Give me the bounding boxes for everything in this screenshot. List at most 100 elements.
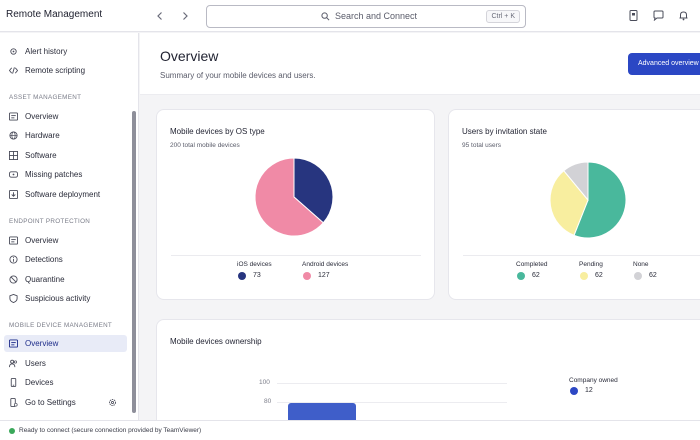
info-icon xyxy=(9,255,18,264)
sidebar-item-label: Missing patches xyxy=(25,170,83,179)
bar-company-owned xyxy=(288,403,356,420)
sidebar-item-missing-patches[interactable]: Missing patches xyxy=(4,166,127,183)
sidebar-item-label: Remote scripting xyxy=(25,66,86,75)
sidebar-item-quarantine[interactable]: Quarantine xyxy=(4,271,127,288)
legend-value-completed: 62 xyxy=(532,272,540,279)
pie-slice-android xyxy=(254,157,324,237)
sidebar-item-label: Quarantine xyxy=(25,275,65,284)
section-mobile-device-management: MOBILE DEVICE MANAGEMENT xyxy=(9,322,113,329)
sidebar-item-label: Overview xyxy=(25,112,59,121)
search-icon xyxy=(321,12,330,21)
advanced-overview-button[interactable]: Advanced overview xyxy=(628,53,700,75)
sidebar-item-go-to-settings[interactable]: Go to Settings xyxy=(4,394,127,411)
y-tick: 80 xyxy=(264,398,272,405)
pie-slice-none xyxy=(563,161,589,202)
sidebar-item-detections[interactable]: Detections xyxy=(4,251,127,268)
legend-dot-company-owned xyxy=(570,387,578,395)
sidebar-item-label: Detections xyxy=(25,255,63,264)
sidebar-item-devices[interactable]: Devices xyxy=(4,374,127,391)
sidebar-item-suspicious-activity[interactable]: Suspicious activity xyxy=(4,290,127,307)
overview-icon xyxy=(9,112,18,121)
phone-icon xyxy=(10,378,17,387)
gear-icon xyxy=(10,48,17,55)
page-header: Overview Summary of your mobile devices … xyxy=(140,33,700,95)
sidebar-item-label: Overview xyxy=(25,236,59,245)
card-title: Mobile devices by OS type xyxy=(170,127,265,136)
overview-icon xyxy=(9,236,18,245)
search-placeholder: Search and Connect xyxy=(335,11,418,21)
back-button[interactable] xyxy=(152,8,168,24)
sidebar-item-label: Alert history xyxy=(25,47,68,56)
legend-divider xyxy=(171,255,421,256)
os-pie-chart xyxy=(254,157,334,237)
card-subtitle: 95 total users xyxy=(462,142,502,149)
grid-icon xyxy=(9,151,18,160)
legend-value-android: 127 xyxy=(318,272,330,279)
legend-dot-android xyxy=(303,272,311,280)
card-os-type: Mobile devices by OS type 200 total mobi… xyxy=(156,109,435,300)
settings-phone-icon xyxy=(10,398,18,407)
connection-status-dot xyxy=(9,428,15,434)
legend-label-completed: Completed xyxy=(516,261,548,268)
status-text: Ready to connect (secure connection prov… xyxy=(19,427,202,434)
section-endpoint-protection: ENDPOINT PROTECTION xyxy=(9,218,91,225)
sidebar-item-label: Hardware xyxy=(25,131,60,140)
gridline xyxy=(277,383,507,384)
chat-icon[interactable] xyxy=(653,10,664,21)
patch-icon xyxy=(9,171,18,178)
legend-value-ios: 73 xyxy=(253,272,261,279)
legend-value-none: 62 xyxy=(649,272,657,279)
globe-icon xyxy=(9,131,18,140)
legend-label-pending: Pending xyxy=(579,261,603,268)
pie-slice-pending xyxy=(549,170,589,236)
gridline xyxy=(277,402,507,403)
search-shortcut: Ctrl + K xyxy=(486,10,520,23)
card-subtitle: 200 total mobile devices xyxy=(170,142,240,149)
card-invitation-state: Users by invitation state 95 total users… xyxy=(448,109,700,300)
sidebar-item-alert-history[interactable]: Alert history xyxy=(4,43,127,60)
sidebar-item-asset-overview[interactable]: Overview xyxy=(4,108,127,125)
top-bar: Remote Management Search and Connect Ctr… xyxy=(0,0,700,32)
sidebar-item-label: Overview xyxy=(25,339,59,348)
legend-label-company-owned: Company owned xyxy=(569,377,618,384)
sidebar-item-software-deployment[interactable]: Software deployment xyxy=(4,186,127,203)
device-icon[interactable] xyxy=(628,10,639,21)
y-tick: 100 xyxy=(259,379,270,386)
sidebar-item-label: Software deployment xyxy=(25,190,101,199)
code-icon xyxy=(9,67,18,74)
forward-button[interactable] xyxy=(177,8,193,24)
settings-gear-icon xyxy=(109,399,116,406)
status-bar: Ready to connect (secure connection prov… xyxy=(0,420,700,440)
quarantine-icon xyxy=(9,275,18,284)
chevron-left-icon xyxy=(157,12,162,20)
bell-icon[interactable] xyxy=(678,10,689,21)
legend-divider xyxy=(463,255,700,256)
users-icon xyxy=(9,359,18,368)
sidebar-item-endpoint-overview[interactable]: Overview xyxy=(4,232,127,249)
sidebar-item-mdm-overview[interactable]: Overview xyxy=(4,335,127,352)
invitation-pie-chart xyxy=(549,161,627,239)
sidebar-item-remote-scripting[interactable]: Remote scripting xyxy=(4,62,127,79)
sidebar-scrollbar[interactable] xyxy=(132,111,136,413)
sidebar-item-users[interactable]: Users xyxy=(4,355,127,372)
card-title: Users by invitation state xyxy=(462,127,547,136)
section-asset-management: ASSET MANAGEMENT xyxy=(9,94,82,101)
legend-dot-ios xyxy=(238,272,246,280)
page-title: Overview xyxy=(160,48,219,64)
main-content: Overview Summary of your mobile devices … xyxy=(140,33,700,420)
legend-dot-none xyxy=(634,272,642,280)
sidebar-item-label: Software xyxy=(25,151,57,160)
search-input[interactable]: Search and Connect Ctrl + K xyxy=(206,5,526,28)
legend-value-pending: 62 xyxy=(595,272,603,279)
sidebar-item-software[interactable]: Software xyxy=(4,147,127,164)
sidebar-item-hardware[interactable]: Hardware xyxy=(4,127,127,144)
sidebar-item-label: Suspicious activity xyxy=(25,294,91,303)
shield-icon xyxy=(9,294,18,303)
sidebar-item-label: Users xyxy=(25,359,46,368)
deploy-icon xyxy=(9,190,18,199)
app-title: Remote Management xyxy=(6,9,103,20)
legend-label-none: None xyxy=(633,261,649,268)
sidebar-item-label: Devices xyxy=(25,378,54,387)
overview-icon xyxy=(9,339,18,348)
legend-label-android: Android devices xyxy=(302,261,349,268)
